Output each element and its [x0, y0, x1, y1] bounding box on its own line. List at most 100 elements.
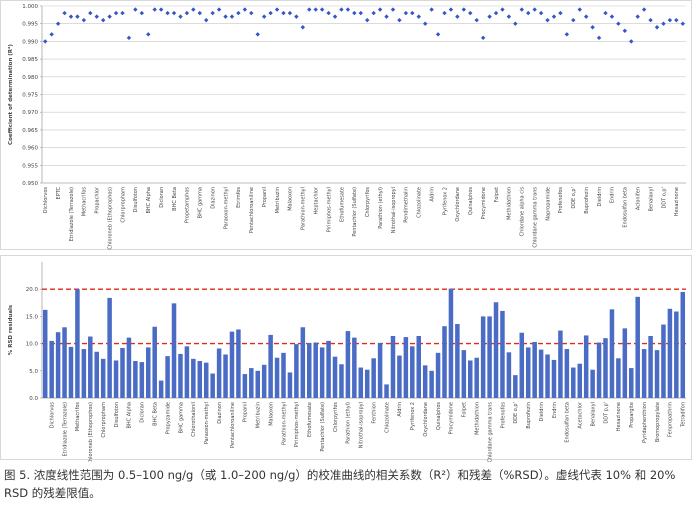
point	[332, 14, 338, 19]
y-axis-title: % RSD residuals	[8, 304, 14, 355]
x-tick-label: Profenofos	[500, 402, 506, 429]
point	[629, 39, 634, 44]
bar	[416, 335, 421, 398]
bar	[448, 288, 454, 398]
point	[171, 10, 177, 16]
x-tick-label: Pyrifenox 2	[442, 187, 448, 215]
bar	[158, 380, 164, 398]
bar	[661, 324, 666, 398]
bar	[49, 340, 54, 398]
x-tick-label: Aldrin	[397, 402, 403, 417]
bar	[100, 358, 106, 398]
point	[480, 35, 486, 41]
point	[371, 10, 376, 16]
point	[564, 32, 570, 37]
bar	[480, 316, 486, 398]
point	[81, 17, 87, 23]
point	[558, 10, 563, 16]
x-tick-label: Dicloran	[140, 402, 146, 423]
bar	[345, 331, 351, 398]
bar	[403, 337, 409, 398]
x-tick-label: DDT p,p'	[603, 402, 609, 424]
x-tick-label: Pirimiphos-methyl	[326, 187, 332, 232]
bar	[319, 347, 325, 398]
point	[139, 10, 145, 16]
point	[339, 7, 344, 12]
point	[455, 14, 460, 19]
point	[307, 7, 312, 12]
x-tick-label: Bromopropylate	[655, 402, 661, 442]
x-tick-label: Buprofezin	[584, 187, 590, 214]
x-tick-label: Oxychlordane	[423, 402, 429, 437]
x-tick-label: Chlordane gamma trans	[487, 402, 493, 462]
x-tick-label: Hexazinone	[616, 402, 622, 431]
bar	[191, 358, 196, 398]
x-tick-label: Chlorpyrifos	[333, 402, 339, 433]
x-tick-label: Ethofumesate	[339, 187, 345, 222]
x-tick-label: Methidathion	[507, 187, 513, 220]
bar	[397, 355, 402, 398]
x-tick-label: Propanil	[243, 402, 249, 422]
x-tick-label: Chlordane gamma trans	[532, 187, 538, 248]
point	[229, 14, 235, 19]
x-tick-label: DDT o,p'	[661, 187, 667, 209]
x-tick-label: EPTC	[56, 187, 62, 200]
point	[294, 14, 299, 19]
x-tick-label: Diazinon	[217, 402, 223, 424]
x-tick-label: Metribuzin	[275, 187, 281, 213]
x-tick-label: DDE o,p'	[571, 187, 577, 209]
bar	[493, 302, 499, 398]
bar	[294, 344, 299, 398]
bar	[171, 303, 177, 398]
bar	[371, 358, 376, 398]
bar	[532, 341, 537, 398]
bar	[287, 372, 293, 398]
y-tick-label: 5.0	[29, 369, 38, 375]
x-tick-label: Buprofezin	[526, 402, 532, 429]
bar	[654, 350, 660, 398]
x-tick-label: Tetradifon	[681, 402, 687, 428]
bar	[583, 335, 589, 398]
bar	[81, 349, 87, 398]
point	[609, 14, 615, 19]
x-tick-label: Acetochlor	[578, 401, 584, 429]
point	[326, 10, 331, 16]
point	[506, 14, 512, 19]
x-tick-label: Paraoxon-methyl	[223, 187, 229, 229]
x-tick-label: Oxychlordane	[455, 187, 461, 222]
x-tick-label: Methidathion	[475, 402, 481, 435]
point	[635, 14, 640, 19]
bar	[197, 361, 203, 398]
point	[674, 17, 679, 23]
y-tick-label: 0.965	[22, 128, 38, 134]
point	[680, 21, 685, 26]
y-tick-label: 0.980	[22, 75, 38, 81]
point	[661, 21, 666, 26]
x-tick-label: Chloroneb (Ethoprophos)	[107, 187, 113, 250]
x-tick-label: Propanil	[262, 187, 268, 207]
x-tick-label: Pyrifenox 2	[410, 402, 416, 430]
point	[165, 10, 170, 16]
caption: 图 5. 浓度线性范围为 0.5–100 ng/g（或 1.0–200 ng/g…	[4, 468, 676, 500]
point	[255, 32, 260, 37]
x-tick-label: Pendimethalin	[404, 187, 410, 223]
bar	[300, 327, 306, 398]
point	[435, 32, 441, 37]
x-tick-label: Metribuzin	[256, 402, 262, 428]
point	[583, 14, 589, 19]
x-tick-label: Benalaxyl	[648, 187, 654, 212]
point	[603, 10, 608, 16]
point	[55, 21, 61, 26]
x-tick-label: Methacrifos	[82, 187, 88, 217]
bar	[500, 310, 505, 398]
bar	[551, 359, 557, 398]
y-tick-label: 0.970	[22, 110, 38, 116]
bar	[210, 373, 215, 398]
x-tick-label: Dicloran	[159, 187, 165, 208]
x-tick-label: Heptachlor	[314, 186, 320, 214]
point	[178, 14, 183, 19]
point	[616, 21, 621, 26]
point	[622, 28, 628, 33]
point	[390, 7, 396, 12]
point	[75, 14, 80, 19]
